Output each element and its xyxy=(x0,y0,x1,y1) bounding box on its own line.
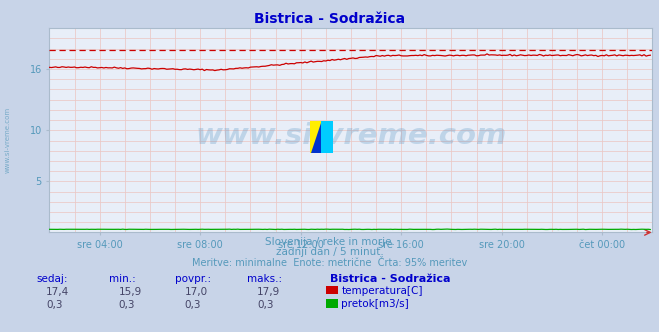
Polygon shape xyxy=(311,123,322,153)
Text: min.:: min.: xyxy=(109,274,136,284)
Text: 0,3: 0,3 xyxy=(257,300,273,310)
Text: 17,0: 17,0 xyxy=(185,287,208,297)
Text: sedaj:: sedaj: xyxy=(36,274,68,284)
Text: Slovenija / reke in morje.: Slovenija / reke in morje. xyxy=(264,237,395,247)
Text: www.si-vreme.com: www.si-vreme.com xyxy=(5,106,11,173)
Text: maks.:: maks.: xyxy=(247,274,282,284)
Text: Bistrica - Sodražica: Bistrica - Sodražica xyxy=(254,12,405,26)
Text: povpr.:: povpr.: xyxy=(175,274,211,284)
Text: Bistrica - Sodražica: Bistrica - Sodražica xyxy=(330,274,450,284)
Text: pretok[m3/s]: pretok[m3/s] xyxy=(341,299,409,309)
Text: Meritve: minimalne  Enote: metrične  Črta: 95% meritev: Meritve: minimalne Enote: metrične Črta:… xyxy=(192,258,467,268)
Text: 0,3: 0,3 xyxy=(46,300,63,310)
Text: zadnji dan / 5 minut.: zadnji dan / 5 minut. xyxy=(275,247,384,257)
Text: 15,9: 15,9 xyxy=(119,287,142,297)
Text: temperatura[C]: temperatura[C] xyxy=(341,286,423,295)
Text: 17,9: 17,9 xyxy=(257,287,280,297)
Text: 0,3: 0,3 xyxy=(185,300,201,310)
Text: www.si-vreme.com: www.si-vreme.com xyxy=(195,123,507,150)
Text: 0,3: 0,3 xyxy=(119,300,135,310)
Text: 17,4: 17,4 xyxy=(46,287,69,297)
Bar xyxy=(322,121,333,153)
Bar xyxy=(310,121,322,153)
